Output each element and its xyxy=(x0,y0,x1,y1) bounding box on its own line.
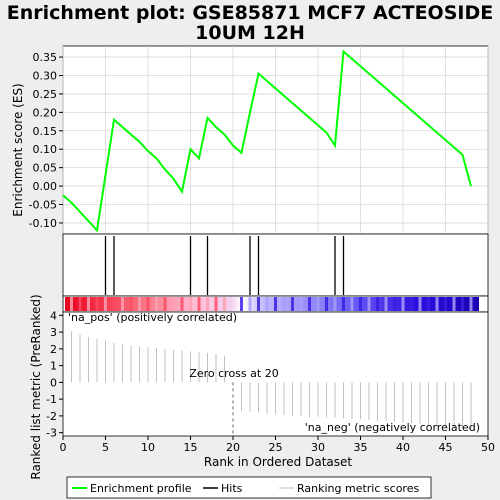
heat-band xyxy=(359,297,362,311)
x-tick-label: 5 xyxy=(102,441,109,454)
heat-band xyxy=(248,297,252,311)
heat-band xyxy=(410,297,413,311)
heat-band xyxy=(206,297,209,311)
neg-label: 'na_neg' (negatively correlated) xyxy=(305,421,480,434)
metric-ytick-label: 4 xyxy=(50,309,57,322)
heat-band xyxy=(418,297,422,311)
es-y-axis-title: Enrichment score (ES) xyxy=(11,83,25,216)
metric-ytick-label: 3 xyxy=(50,326,57,339)
heat-band xyxy=(444,297,447,311)
heat-band xyxy=(367,297,371,311)
x-tick-label: 40 xyxy=(396,441,410,454)
heat-band xyxy=(87,297,90,311)
x-tick-label: 20 xyxy=(226,441,240,454)
heat-band xyxy=(282,297,286,311)
legend-hits-label: Hits xyxy=(221,482,243,495)
heat-band xyxy=(257,297,260,311)
heat-band xyxy=(452,297,456,311)
heat-band xyxy=(350,297,354,311)
es-ytick-label: 0.15 xyxy=(33,125,58,138)
es-ytick-label: 0.30 xyxy=(33,69,58,82)
heat-band xyxy=(435,297,439,311)
x-tick-label: 0 xyxy=(60,441,67,454)
es-line xyxy=(62,49,472,233)
es-ytick-label: 0.10 xyxy=(33,143,58,156)
heat-band xyxy=(146,297,150,311)
heat-band xyxy=(163,297,167,311)
heat-band xyxy=(469,297,473,311)
heat-band xyxy=(316,297,320,311)
heat-band xyxy=(274,297,277,311)
heat-band xyxy=(121,297,124,311)
heat-band xyxy=(265,297,269,311)
heat-band xyxy=(112,297,116,311)
es-ytick-label: 0.05 xyxy=(33,162,58,175)
metric-ytick-label: -3 xyxy=(46,427,57,440)
heat-band xyxy=(104,297,107,311)
x-tick-label: 10 xyxy=(141,441,155,454)
es-ytick-label: -0.10 xyxy=(29,217,57,230)
zero-cross-label: Zero cross at 20 xyxy=(189,367,278,380)
es-ytick-label: 0.25 xyxy=(33,88,58,101)
metric-ytick-label: 0 xyxy=(50,376,57,389)
heat-band xyxy=(333,297,337,311)
heat-band xyxy=(393,297,396,311)
metric-panel xyxy=(62,311,489,437)
metric-ytick-label: -1 xyxy=(46,393,57,406)
heat-band xyxy=(78,297,82,311)
metric-ytick-label: 2 xyxy=(50,343,57,356)
es-ytick-label: -0.05 xyxy=(29,199,57,212)
x-tick-label: 45 xyxy=(439,441,453,454)
pos-label: 'na_pos' (positively correlated) xyxy=(68,311,237,324)
metric-ytick-label: -2 xyxy=(46,410,57,423)
x-axis-title: Rank in Ordered Dataset xyxy=(204,455,352,469)
heat-band xyxy=(155,297,158,311)
legend-metric-label: Ranking metric scores xyxy=(297,482,419,495)
chart-title-line1: Enrichment plot: GSE85871 MCF7 ACTEOSIDE xyxy=(7,2,493,24)
heat-band xyxy=(197,297,201,311)
heat-band xyxy=(214,297,218,311)
heat-band xyxy=(384,297,388,311)
es-ytick-label: 0.00 xyxy=(33,180,58,193)
metric-ytick-label: 1 xyxy=(50,360,57,373)
legend-box xyxy=(66,476,432,499)
heat-band xyxy=(189,297,192,311)
heat-band xyxy=(401,297,405,311)
heat-band xyxy=(308,297,311,311)
heat-band xyxy=(427,297,430,311)
heat-band xyxy=(240,297,243,311)
legend-es-label: Enrichment profile xyxy=(90,482,192,495)
heat-band xyxy=(172,297,175,311)
es-ytick-label: 0.35 xyxy=(33,51,58,64)
heat-band xyxy=(223,297,226,311)
heat-band xyxy=(138,297,141,311)
heat-band xyxy=(299,297,303,311)
x-tick-label: 35 xyxy=(354,441,368,454)
heat-band xyxy=(291,297,294,311)
heat-band xyxy=(376,297,379,311)
heat-band xyxy=(461,297,464,311)
metric-y-axis-title: Ranked list metric (PreRanked) xyxy=(29,294,43,479)
heat-band xyxy=(325,297,328,311)
heat-band xyxy=(129,297,133,311)
heat-band xyxy=(180,297,184,311)
heat-band xyxy=(342,297,345,311)
x-tick-label: 30 xyxy=(311,441,325,454)
hits-panel xyxy=(62,233,489,297)
heat-band xyxy=(70,297,73,311)
x-tick-label: 25 xyxy=(269,441,283,454)
x-tick-label: 15 xyxy=(184,441,198,454)
x-tick-label: 50 xyxy=(481,441,495,454)
chart-title-line2: 10UM 12H xyxy=(195,22,305,44)
heat-band xyxy=(95,297,99,311)
es-ytick-label: 0.20 xyxy=(33,106,58,119)
